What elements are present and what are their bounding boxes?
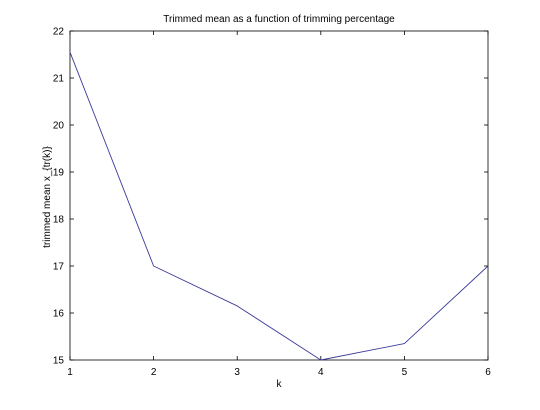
y-tick-label: 19 [53, 168, 65, 179]
x-tick-label: 3 [234, 367, 240, 378]
x-axis-label: k [277, 379, 283, 390]
y-tick-label: 16 [53, 309, 65, 320]
x-tick-label: 2 [151, 367, 157, 378]
y-tick-label: 21 [53, 74, 65, 85]
x-tick-label: 5 [402, 367, 408, 378]
x-tick-label: 4 [318, 367, 324, 378]
series-lines [70, 52, 488, 360]
y-axis-label: trimmed mean x_{tr(k)} [42, 145, 53, 247]
axes [70, 31, 488, 360]
series-line [70, 52, 488, 360]
plot-frame [70, 31, 488, 360]
x-tick-label: 6 [485, 367, 491, 378]
chart-title: Trimmed mean as a function of trimming p… [163, 14, 395, 25]
y-tick-label: 22 [53, 27, 65, 38]
y-tick-label: 20 [53, 121, 65, 132]
axis-ticks: 1 2 3 4 5 6 15 16 17 18 19 20 21 22 [53, 27, 491, 379]
y-tick-label: 15 [53, 356, 65, 367]
y-tick-label: 17 [53, 262, 65, 273]
x-tick-label: 1 [67, 367, 73, 378]
y-tick-label: 18 [53, 215, 65, 226]
